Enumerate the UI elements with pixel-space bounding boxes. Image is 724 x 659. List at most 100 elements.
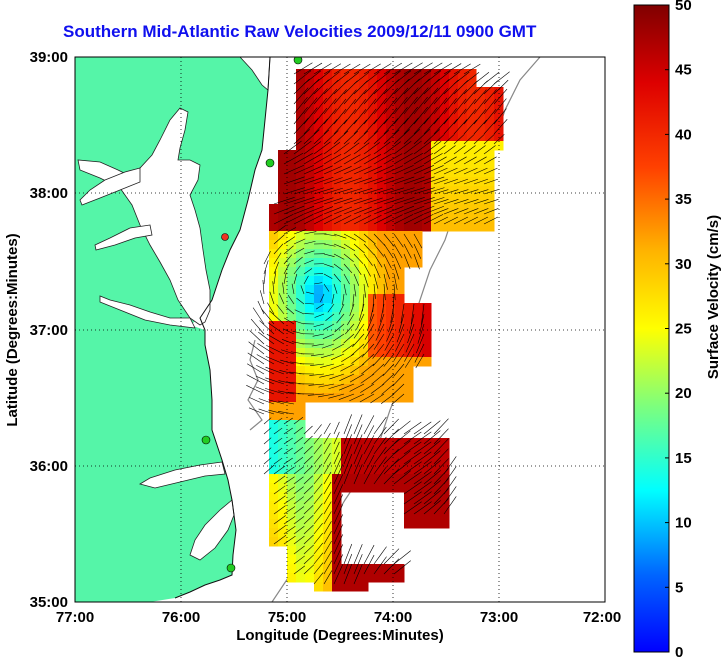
velocity-vector bbox=[353, 188, 373, 195]
velocity-cell bbox=[332, 447, 342, 457]
velocity-cell bbox=[323, 546, 333, 556]
velocity-cell bbox=[287, 276, 297, 286]
velocity-cell bbox=[341, 321, 351, 331]
velocity-cell bbox=[296, 78, 306, 88]
velocity-cell bbox=[431, 177, 441, 187]
velocity-cell bbox=[332, 87, 342, 97]
velocity-cell bbox=[413, 339, 423, 349]
velocity-cell bbox=[305, 303, 315, 313]
velocity-vector bbox=[323, 119, 338, 135]
velocity-cell bbox=[269, 231, 279, 241]
velocity-vector bbox=[268, 399, 285, 405]
velocity-vector bbox=[323, 153, 342, 165]
velocity-cell bbox=[350, 177, 360, 187]
velocity-vector bbox=[331, 343, 345, 351]
velocity-cell bbox=[350, 393, 360, 403]
velocity-cell bbox=[449, 204, 459, 214]
velocity-vector bbox=[403, 441, 422, 455]
velocity-cell bbox=[458, 168, 468, 178]
velocity-vector bbox=[321, 343, 335, 349]
velocity-cell bbox=[386, 276, 396, 286]
velocity-cell bbox=[350, 231, 360, 241]
velocity-vector bbox=[263, 447, 272, 455]
velocity-cell bbox=[314, 438, 324, 448]
velocity-cell bbox=[494, 87, 504, 97]
velocity-cell bbox=[377, 393, 387, 403]
x-tick-labels: 77:00 76:00 75:00 74:00 73:00 72:00 bbox=[56, 609, 621, 626]
velocity-cell bbox=[305, 186, 315, 196]
velocity-vector bbox=[333, 451, 340, 465]
velocity-vector bbox=[473, 178, 489, 185]
velocity-cell bbox=[278, 474, 288, 484]
velocity-cell bbox=[305, 447, 315, 457]
velocity-cell bbox=[305, 348, 315, 358]
velocity-cell bbox=[341, 276, 351, 286]
velocity-vector bbox=[383, 197, 404, 205]
velocity-cell bbox=[287, 231, 297, 241]
velocity-cell bbox=[314, 492, 324, 502]
velocity-cell bbox=[287, 339, 297, 349]
velocity-vector bbox=[323, 570, 333, 585]
velocity-cell bbox=[359, 573, 369, 583]
velocity-vector bbox=[263, 464, 275, 475]
velocity-vector bbox=[383, 79, 400, 95]
velocity-vector bbox=[393, 550, 411, 565]
velocity-cell bbox=[296, 258, 306, 268]
velocity-vector bbox=[267, 322, 285, 335]
velocity-cell bbox=[386, 348, 396, 358]
velocity-cell bbox=[350, 78, 360, 88]
velocity-vector bbox=[383, 88, 398, 105]
velocity-vector bbox=[391, 393, 405, 405]
velocity-cell bbox=[422, 321, 432, 331]
velocity-cell bbox=[377, 303, 387, 313]
velocity-cell bbox=[377, 213, 387, 223]
velocity-cell bbox=[359, 78, 369, 88]
velocity-cell bbox=[440, 105, 450, 115]
velocity-vector bbox=[343, 233, 357, 241]
velocity-cell bbox=[413, 321, 423, 331]
velocity-cell bbox=[359, 96, 369, 106]
velocity-vector bbox=[261, 308, 275, 325]
velocity-cell bbox=[287, 528, 297, 538]
velocity-cell bbox=[377, 78, 387, 88]
velocity-cell bbox=[359, 366, 369, 376]
velocity-vector bbox=[303, 485, 314, 495]
velocity-vector bbox=[333, 273, 341, 283]
velocity-vector bbox=[353, 142, 370, 155]
velocity-vector bbox=[413, 421, 432, 435]
velocity-vector bbox=[373, 263, 381, 279]
velocity-vector bbox=[323, 98, 337, 115]
velocity-cell bbox=[323, 114, 333, 124]
velocity-cell bbox=[269, 276, 279, 286]
velocity-cell bbox=[395, 159, 405, 169]
velocity-vector bbox=[343, 109, 357, 125]
velocity-vector bbox=[273, 475, 286, 485]
velocity-cell bbox=[341, 132, 351, 142]
velocity-cell bbox=[278, 168, 288, 178]
velocity-cell bbox=[314, 204, 324, 214]
velocity-vector bbox=[293, 205, 315, 215]
velocity-cell bbox=[323, 510, 333, 520]
velocity-vector bbox=[333, 421, 340, 435]
velocity-cell bbox=[386, 474, 396, 484]
velocity-vector bbox=[323, 130, 339, 145]
velocity-cell bbox=[332, 555, 342, 565]
velocity-vector bbox=[257, 300, 265, 315]
velocity-vector bbox=[333, 484, 344, 505]
velocity-vector bbox=[443, 199, 459, 205]
velocity-cell bbox=[404, 519, 414, 529]
velocity-vector bbox=[349, 303, 355, 317]
velocity-cell bbox=[377, 87, 387, 97]
velocity-cell bbox=[305, 573, 315, 583]
velocity-vector bbox=[249, 330, 265, 345]
velocity-cell bbox=[422, 78, 432, 88]
velocity-vector bbox=[293, 320, 305, 325]
velocity-cell bbox=[314, 582, 324, 592]
velocity-vector bbox=[293, 273, 298, 285]
velocity-vector bbox=[453, 189, 469, 195]
velocity-vector bbox=[343, 414, 352, 435]
velocity-cell bbox=[287, 330, 297, 340]
velocity-vector bbox=[342, 293, 345, 306]
velocity-cell bbox=[305, 546, 315, 556]
radar-station bbox=[265, 158, 275, 168]
